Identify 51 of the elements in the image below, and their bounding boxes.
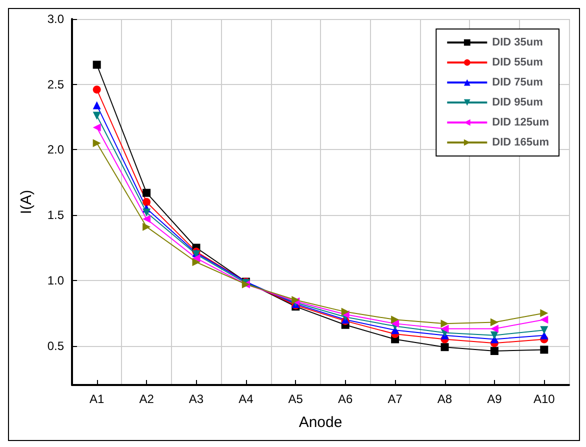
x-axis-title: Anode <box>298 414 342 431</box>
y-tick-label: 1.5 <box>47 208 64 222</box>
point <box>540 326 548 334</box>
x-tick-label: A7 <box>388 392 403 406</box>
x-tick-label: A9 <box>487 392 502 406</box>
y-tick-label: 2.0 <box>47 142 64 157</box>
y-tick-label: 1.0 <box>47 273 64 288</box>
point <box>142 188 151 197</box>
point <box>440 343 449 352</box>
point <box>490 331 498 340</box>
point <box>391 316 400 324</box>
point <box>341 308 350 316</box>
point <box>92 60 101 69</box>
point <box>490 347 498 356</box>
point <box>92 123 101 132</box>
point <box>540 309 548 318</box>
x-tick-label: A2 <box>139 392 154 406</box>
x-tick-label: A5 <box>288 392 304 406</box>
point <box>92 86 101 94</box>
y-tick-label: 2.5 <box>47 77 64 92</box>
point <box>142 214 151 223</box>
x-tick-label: A8 <box>437 392 452 406</box>
point <box>440 324 449 333</box>
x-tick-label: A4 <box>238 392 254 406</box>
point <box>192 254 200 262</box>
y-tick-label: 0.5 <box>47 338 64 353</box>
x-tick-label: A1 <box>90 392 105 406</box>
point <box>540 346 548 354</box>
point <box>142 208 151 216</box>
legend-label: DID 35um <box>492 36 544 48</box>
legend-label: DID 165um <box>492 136 550 148</box>
point <box>92 139 101 148</box>
point <box>490 324 498 333</box>
x-tick-label: A3 <box>188 392 204 406</box>
x-tick-label: A6 <box>338 392 354 406</box>
legend-label: DID 95um <box>492 96 544 108</box>
point <box>92 112 101 120</box>
point <box>142 198 151 206</box>
point <box>490 318 498 326</box>
y-tick-label: 3.0 <box>47 12 64 26</box>
point <box>540 316 548 324</box>
legend-label: DID 55um <box>492 56 544 68</box>
x-tick-label: A10 <box>533 392 556 406</box>
point <box>142 222 151 231</box>
y-axis-title: I(A) <box>18 190 35 214</box>
point <box>440 320 449 328</box>
point <box>391 320 400 328</box>
legend-label: DID 125um <box>492 116 550 128</box>
point <box>92 101 101 110</box>
legend-label: DID 75um <box>492 76 544 88</box>
point <box>192 258 200 266</box>
